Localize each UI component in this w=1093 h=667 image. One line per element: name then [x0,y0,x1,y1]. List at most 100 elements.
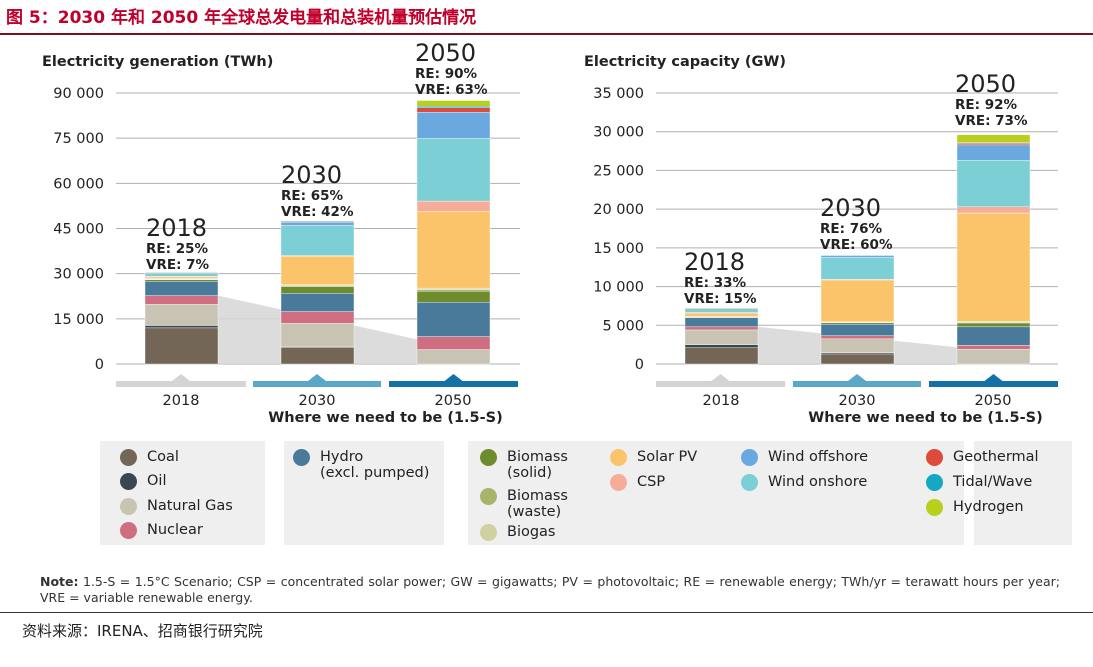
bar-segment-hydro [684,317,759,328]
y-tick-label: 60 000 [53,176,104,192]
bar-segment-csp [956,206,1031,214]
legend-swatch [610,449,627,466]
title-rule [0,33,1093,35]
bar-segment-natural-gas [956,349,1031,365]
bar-annotation-year: 2018 [146,214,207,242]
bar-annotation-re: RE: 90% [415,66,478,82]
chart-title: Electricity generation (TWh) [42,54,273,70]
timeline-arrow [848,374,866,381]
legend-swatch [926,474,943,491]
bar-annotation-re: RE: 25% [146,241,209,257]
bar-segment-wind-offshore [956,144,1031,161]
bar-segment-hydro [280,293,355,312]
bar-segment-solar-pv [956,212,1031,322]
bar-segment-wind-offshore [280,221,355,226]
legend-label: CSP [637,474,666,490]
bar-annotation-re: RE: 92% [955,97,1018,113]
bar-segment-coal [684,347,759,365]
legend-item: Biomass (waste) [480,488,568,520]
timeline-arrow [172,374,190,381]
bar-annotation-year: 2018 [684,248,745,276]
legend-item: Solar PV [610,449,697,466]
x-tick-label: 2018 [163,393,200,409]
bar-segment-natural-gas [820,338,895,353]
y-tick-label: 15 000 [53,312,104,328]
y-tick-label: 0 [95,357,104,373]
bar-annotation-re: RE: 33% [684,275,747,291]
timeline-arrow [308,374,326,381]
legend: Coal Oil Natural Gas Nuclear Hydro (excl. pu… [100,441,1072,545]
bar-segment-natural-gas [280,323,355,347]
y-tick-label: 30 000 [593,125,644,141]
x-tick-label: 2050 [435,393,472,409]
bar-annotation-vre: VRE: 63% [415,82,488,98]
timeline-band [929,381,1058,387]
x-tick-label: 2050 [975,393,1012,409]
bar-segment-natural-gas [416,349,491,365]
bar-annotation-vre: VRE: 42% [281,204,354,220]
bar-annotation-vre: VRE: 15% [684,291,757,307]
legend-item: Biomass (solid) [480,449,568,481]
y-tick-label: 35 000 [593,86,644,102]
bar-segment-oil [684,344,759,348]
bar-annotation-year: 2050 [415,39,476,67]
bar-segment-natural-gas [684,329,759,345]
bar-segment-wind-onshore [956,160,1031,208]
legend-swatch [926,449,943,466]
bar-segment-wind-onshore [144,272,219,277]
bar-segment-solar-pv [820,279,895,323]
legend-label: Nuclear [147,522,203,538]
legend-panel [284,441,444,545]
y-tick-label: 5 000 [602,318,644,334]
timeline-arrow [711,374,730,381]
bar-segment-nuclear [684,326,759,331]
bar-segment-wind-onshore [820,257,895,280]
legend-label: Biomass (waste) [507,488,568,520]
legend-label: Natural Gas [147,498,233,514]
legend-item: Oil [120,473,166,490]
legend-swatch [120,449,137,466]
legend-item: Nuclear [120,522,203,539]
x-tick-label: 2030 [299,393,336,409]
bar-annotation-year: 2030 [281,161,342,189]
bar-segment-coal [144,327,219,365]
bar-segment-solar-pv [280,256,355,286]
timeline-arrow [444,374,463,381]
legend-item: Geothermal [926,449,1039,466]
bar-annotation-vre: VRE: 60% [820,237,893,253]
bar-segment-hydrogen [956,134,1031,143]
bar-segment-wind-onshore [280,225,355,256]
bar-annotation-year: 2030 [820,194,881,222]
legend-label: Wind offshore [768,449,869,465]
legend-item: Hydro (excl. pumped) [293,449,429,481]
bar-segment-nuclear [416,336,491,350]
bar-segment-biomass-solid- [280,286,355,294]
bar-annotation-vre: VRE: 7% [146,257,210,273]
legend-label: Coal [147,449,179,465]
legend-label: Oil [147,473,167,489]
bar-annotation-vre: VRE: 73% [955,113,1028,129]
legend-label: Tidal/Wave [953,474,1033,490]
bar-annotation-year: 2050 [955,70,1016,98]
bar-segment-nuclear [956,345,1031,350]
bar-segment-biogas [416,287,491,290]
legend-swatch [120,473,137,490]
timeline-band [656,381,785,387]
y-tick-label: 30 000 [53,267,104,283]
bar-annotation-re: RE: 76% [820,221,883,237]
legend-swatch [741,474,758,491]
legend-label: Biogas [507,524,556,540]
legend-swatch [480,488,497,505]
bar-segment-wind-onshore [416,138,491,202]
y-tick-label: 45 000 [53,222,104,238]
y-tick-label: 15 000 [593,241,644,257]
timeline-band [389,381,518,387]
x-tick-label: 2018 [703,393,740,409]
bar-segment-solar-pv [416,211,491,289]
legend-label: Solar PV [637,449,698,465]
bar-segment-wind-onshore [684,308,759,313]
timeline-band [253,381,381,387]
note: Note: 1.5-S = 1.5°C Scenario; CSP = conc… [40,574,1060,606]
legend-item: Wind offshore [741,449,868,466]
legend-item: Biogas [480,524,556,541]
